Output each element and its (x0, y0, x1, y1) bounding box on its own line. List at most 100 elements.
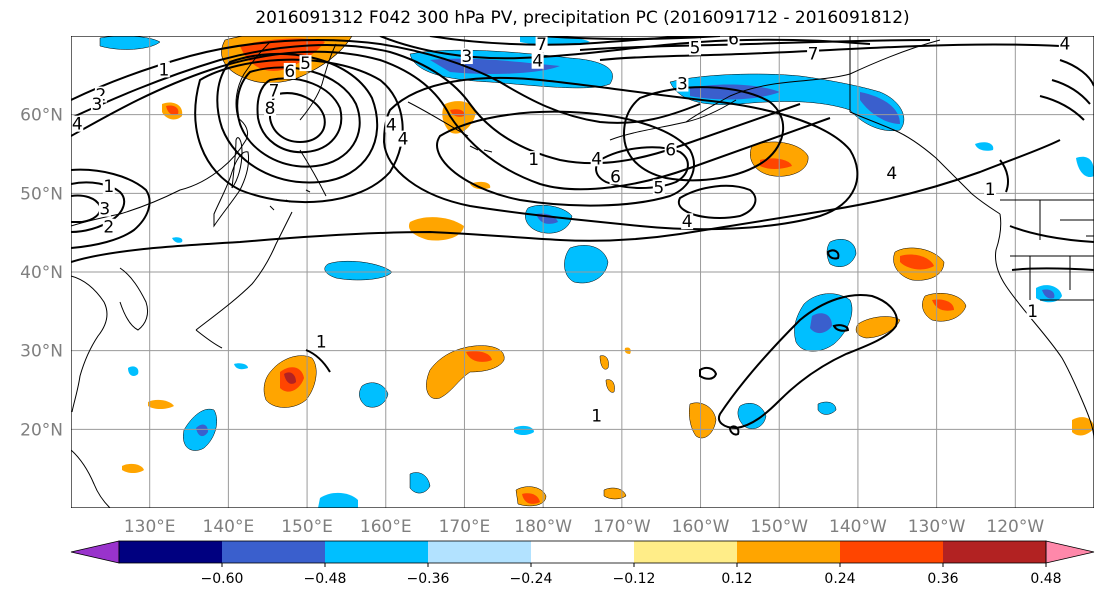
pv-contour (71, 168, 151, 249)
map-title: 2016091312 F042 300 hPa PV, precipitatio… (255, 8, 910, 28)
pv-contour-label: 5 (689, 38, 702, 58)
contour-label-text: 8 (265, 99, 276, 119)
contour-label-text: 1 (316, 333, 327, 353)
colorbar-segment (737, 541, 841, 563)
precip-positive-core (932, 299, 954, 311)
colorbar-tick-label: 0.24 (824, 571, 855, 587)
contour-label-text: 6 (610, 167, 621, 187)
lat-tick-label: 40°N (20, 263, 63, 283)
contour-label-text: 1 (528, 150, 539, 170)
border-us-states (1010, 255, 1094, 301)
coastline-kurils (269, 149, 327, 211)
lon-tick-label: 160°W (672, 517, 730, 537)
lon-tick-label: 170°E (439, 517, 491, 537)
colorbar-segment (222, 541, 326, 563)
pv-contour (539, 36, 721, 40)
pv-contour-label: 5 (652, 178, 665, 198)
contour-label-bg (385, 116, 398, 133)
contour-label-bg (727, 36, 740, 47)
contour-label-bg (1026, 302, 1039, 319)
pv-contour (71, 39, 701, 124)
pv-contour-label: 2 (102, 218, 115, 238)
coastline-sakhalin (231, 137, 243, 189)
contour-label-bg (460, 48, 473, 65)
contour-label-bg (102, 218, 115, 235)
precip-positive-core (466, 351, 492, 362)
pv-contour (579, 39, 931, 51)
contour-label-bg (268, 82, 281, 99)
precip-positive-area (599, 355, 609, 370)
lon-tick-label: 140°W (829, 517, 887, 537)
contour-label-bg (676, 75, 689, 92)
colorbar-segment (325, 541, 429, 563)
colorbar-frame (118, 540, 1047, 564)
colorbar-segment (840, 541, 944, 563)
precip-negative-area (514, 425, 534, 435)
precip-positive-area (855, 316, 901, 339)
contour-label-text: 3 (99, 200, 110, 220)
contour-label-text: 6 (728, 30, 739, 50)
precip-negative-area (564, 245, 609, 284)
pv-contour-label: 7 (535, 36, 548, 55)
contour-label-text: 4 (532, 52, 543, 72)
contour-label-text: 3 (461, 47, 472, 67)
colorbar-segment (943, 541, 1047, 563)
contour-label-text: 1 (591, 407, 602, 427)
pv-contour (71, 44, 801, 165)
pv-contours (71, 36, 1094, 436)
contour-label-bg (807, 45, 820, 62)
contour-label-bg (1058, 36, 1071, 52)
pv-contour-label: 4 (590, 149, 603, 169)
contour-label-bg (681, 213, 694, 230)
contour-label-text: 1 (1027, 302, 1038, 322)
pv-contour (71, 139, 1061, 263)
colorbar-tick-label: −0.12 (613, 571, 656, 587)
precip-negative-area (826, 239, 857, 267)
contour-label-text: 4 (682, 212, 693, 232)
pv-contour-label: 4 (71, 115, 84, 135)
pv-contour-ring (622, 86, 785, 182)
colorbar-tick-label: 0.36 (927, 571, 958, 587)
contour-label-text: 2 (103, 218, 114, 238)
colorbar-extend-low (70, 540, 120, 564)
colorbar-segment (428, 541, 532, 563)
pv-contour-label: 4 (531, 52, 544, 72)
precip-positive-area (148, 399, 174, 409)
pv-contour (999, 159, 1094, 271)
pv-contour-label: 4 (1058, 36, 1071, 54)
pv-contour-label: 1 (157, 60, 170, 80)
precip-negative-area (318, 492, 358, 508)
contour-label-text: 5 (690, 38, 701, 58)
pv-contour-label: 1 (590, 407, 603, 427)
pv-contour-label: 6 (609, 167, 622, 187)
contour-label-bg (689, 39, 702, 56)
pv-contour (1039, 59, 1094, 121)
lon-tick-label: 140°E (203, 517, 255, 537)
lon-tick-label: 130°W (908, 517, 966, 537)
pv-contour-ring (236, 66, 361, 168)
precip-positive-core (522, 493, 540, 504)
coastline-canada (995, 213, 1094, 441)
contour-label-text: 1 (985, 180, 996, 200)
latitude-labels: 60°N 50°N 40°N 30°N 20°N (20, 106, 63, 441)
pv-contour-label: 7 (268, 82, 281, 102)
contour-label-text: 4 (398, 130, 409, 150)
contour-label-text: 2 (95, 86, 106, 106)
lat-tick-label: 50°N (20, 184, 63, 204)
precip-negative-area (172, 237, 183, 243)
contour-label-text: 6 (665, 141, 676, 161)
colorbar-tick-label: −0.48 (304, 571, 347, 587)
precip-negative-core (860, 92, 900, 124)
contour-label-bg (609, 168, 622, 185)
precip-positive-core (284, 372, 296, 384)
pv-contour-ring (382, 76, 859, 231)
contour-label-bg (590, 407, 603, 424)
pv-contour-label: 4 (397, 130, 410, 150)
pv-contour-label: 1 (984, 180, 997, 200)
lon-tick-label: 150°E (281, 517, 333, 537)
pv-contour-ring (718, 294, 898, 430)
pv-contour-label: 3 (90, 95, 103, 115)
contour-label-bg (102, 177, 115, 194)
pv-contour-label: 6 (664, 141, 677, 161)
